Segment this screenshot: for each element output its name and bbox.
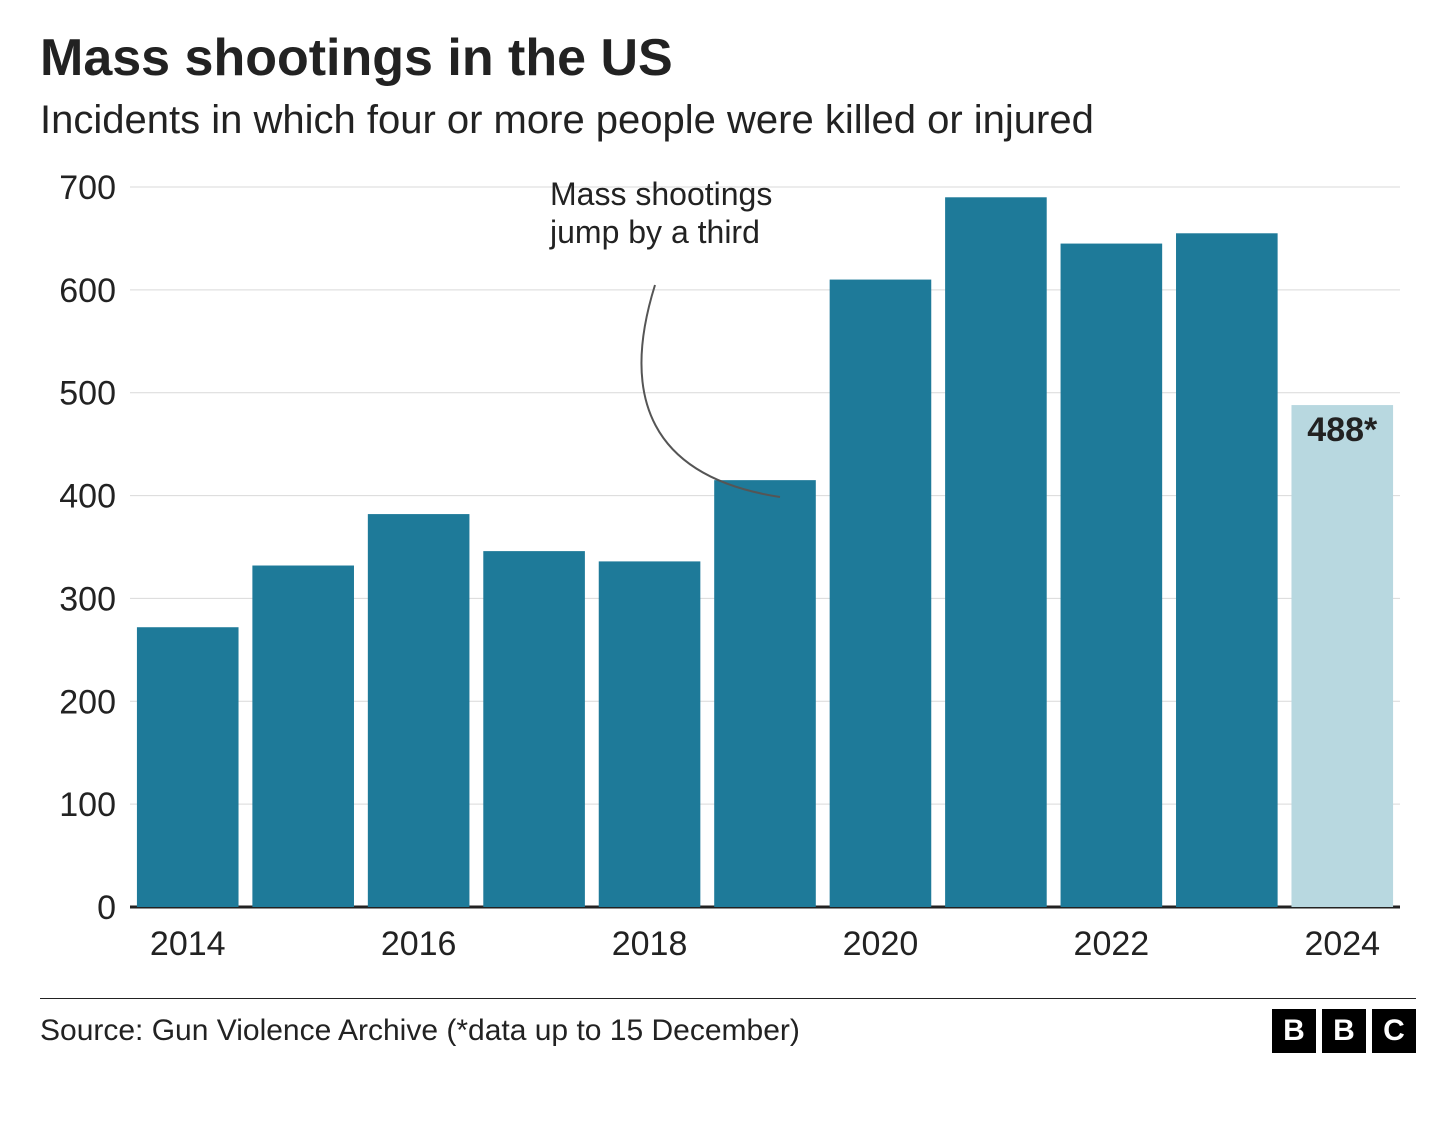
y-tick-label: 100 [59, 786, 116, 824]
bbc-logo-letter: B [1272, 1009, 1316, 1053]
bar [830, 280, 932, 907]
annotation-text: Mass shootings [550, 176, 772, 212]
y-tick-label: 400 [59, 478, 116, 516]
y-tick-label: 700 [59, 169, 116, 207]
y-tick-label: 500 [59, 375, 116, 413]
bbc-logo: BBC [1272, 1009, 1416, 1053]
x-tick-label: 2020 [843, 925, 919, 963]
chart-subtitle: Incidents in which four or more people w… [40, 98, 1416, 143]
x-tick-label: 2022 [1074, 925, 1150, 963]
y-tick-label: 600 [59, 272, 116, 310]
bar [599, 561, 701, 907]
source-text: Source: Gun Violence Archive (*data up t… [40, 1014, 800, 1048]
bar [483, 551, 585, 907]
x-tick-label: 2018 [612, 925, 688, 963]
bbc-logo-letter: B [1322, 1009, 1366, 1053]
x-tick-label: 2016 [381, 925, 457, 963]
x-tick-label: 2024 [1304, 925, 1380, 963]
annotation-text: jump by a third [549, 214, 760, 250]
y-tick-label: 0 [97, 889, 116, 927]
bbc-logo-letter: C [1372, 1009, 1416, 1053]
chart-svg: 0 100 200 300 400 500 600 700 2014 2016 2018 2020 20… [40, 167, 1416, 977]
annotation-curve [641, 285, 780, 497]
bar [137, 627, 239, 907]
y-tick-label: 200 [59, 683, 116, 721]
bar [1176, 233, 1278, 907]
y-tick-label: 300 [59, 580, 116, 618]
bar [368, 514, 470, 907]
bar [1291, 405, 1393, 907]
bar [714, 480, 816, 907]
bar [252, 566, 354, 907]
chart-title: Mass shootings in the US [40, 28, 1416, 88]
x-tick-label: 2014 [150, 925, 226, 963]
bar [945, 197, 1047, 907]
bar-value-label: 488* [1307, 411, 1378, 449]
bar-chart: 0 100 200 300 400 500 600 700 2014 2016 2018 2020 20… [40, 167, 1416, 982]
bar [1061, 244, 1163, 907]
